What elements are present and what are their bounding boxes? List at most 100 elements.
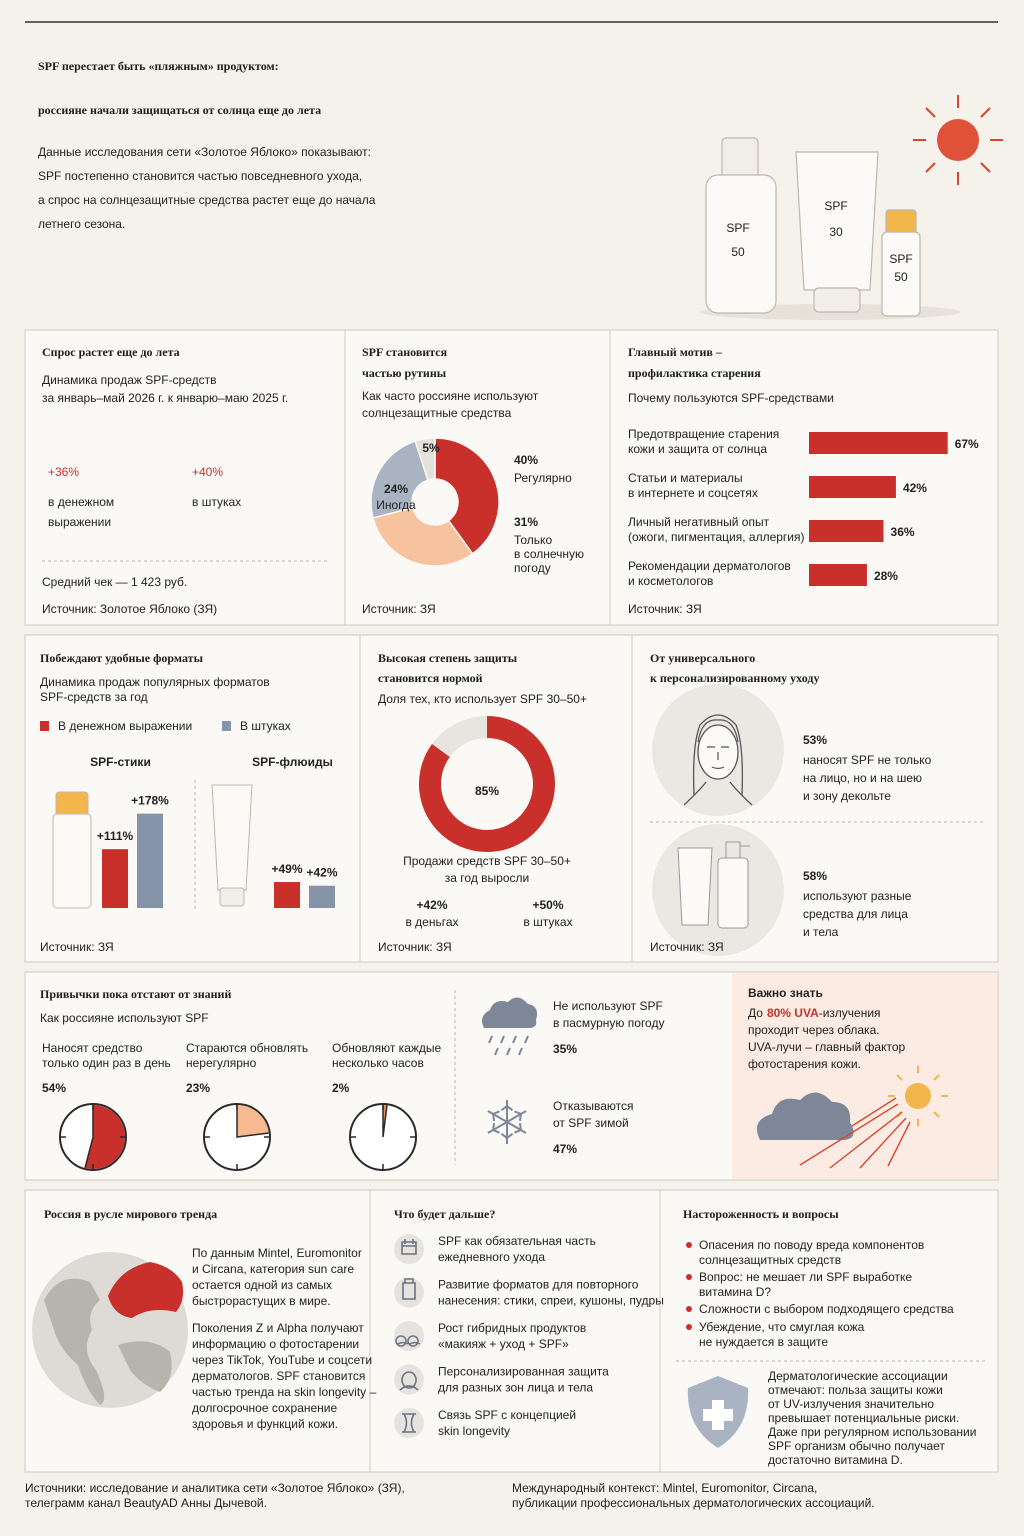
paragraph: долгосрочное сохранение — [192, 1401, 337, 1415]
product-value: 30 — [829, 225, 843, 239]
paragraph: По данным Mintel, Euromonitor — [192, 1246, 362, 1260]
bar-label: Рекомендации дерматологов — [628, 559, 791, 573]
item-text: Сложности с выбором подходящего средства — [699, 1302, 954, 1316]
stat-text: в пасмурную погоду — [553, 1016, 664, 1030]
paragraph: остается одной из самых — [192, 1278, 332, 1292]
panel-title: профилактика старения — [628, 366, 761, 380]
stat-text: от SPF зимой — [553, 1116, 629, 1130]
value-label: 85% — [475, 784, 499, 798]
russia — [108, 1262, 184, 1318]
bar — [809, 432, 948, 454]
stat-text: средства для лица — [803, 907, 908, 921]
title: SPF перестает быть «пляжным» продуктом: — [38, 59, 279, 73]
product-value: 50 — [731, 245, 745, 259]
highlight-box — [732, 973, 997, 1179]
panel-subtitle: Динамика продаж популярных форматов — [40, 675, 270, 689]
group-name: SPF-стики — [90, 755, 151, 769]
product-label: SPF — [889, 252, 912, 266]
source: Источник: ЗЯ — [628, 602, 702, 616]
panel-subtitle: Как россияне используют SPF — [40, 1011, 209, 1025]
legend-swatch — [40, 721, 49, 731]
stat-value: +36% — [48, 465, 79, 479]
paragraph: быстрорастущих в мире. — [192, 1294, 331, 1308]
panel-title: к персонализированному уходу — [650, 671, 819, 685]
item-icon — [399, 1371, 419, 1391]
box-text: фотостарения кожи. — [748, 1057, 861, 1071]
source: Источник: ЗЯ — [650, 940, 724, 954]
product-value: 50 — [894, 270, 908, 284]
pump-top — [725, 841, 750, 858]
product-label: SPF — [824, 199, 847, 213]
item-text: нанесения: стики, спреи, кушоны, пудры — [438, 1294, 664, 1308]
stat-value: 53% — [803, 733, 827, 747]
panel-title: Что будет дальше? — [394, 1207, 495, 1221]
value-label: 40% — [514, 453, 538, 467]
bullet — [686, 1274, 692, 1280]
item-text: Связь SPF с концепцией — [438, 1408, 576, 1422]
group-name: SPF-флюиды — [252, 755, 333, 769]
stick-body — [52, 813, 92, 909]
text-part: 80% UVA — [767, 1006, 819, 1020]
value-label: +178% — [131, 794, 169, 808]
footer-text: Источники: исследование и аналитика сети… — [25, 1481, 405, 1495]
value-label: +49% — [271, 862, 302, 876]
note-text: Даже при регулярном использовании — [768, 1425, 976, 1439]
panel-subtitle: Динамика продаж SPF-средств — [42, 373, 217, 387]
panel-subtitle: за январь–май 2026 г. к январю–маю 2025 … — [42, 391, 288, 405]
clock-label: Обновляют каждые — [332, 1041, 442, 1055]
panel-title: Высокая степень защиты — [378, 651, 518, 665]
clock-hands — [84, 1105, 94, 1169]
panel-title: Настороженность и вопросы — [683, 1207, 839, 1221]
item-icon-bg — [394, 1408, 424, 1438]
shield-cross — [703, 1400, 733, 1430]
stat-value: 35% — [553, 1042, 577, 1056]
donut-segment — [372, 506, 474, 567]
item-text: Опасения по поводу вреда компонентов — [699, 1238, 924, 1252]
stat-value: 58% — [803, 869, 827, 883]
bar-label: Личный негативный опыт — [628, 515, 770, 529]
paragraph: информацию о фотостарении — [192, 1337, 359, 1351]
bar — [809, 476, 896, 498]
intro-text: Данные исследования сети «Золотое Яблоко… — [38, 145, 371, 159]
item-icon — [402, 1278, 416, 1300]
stat-text: Отказываются — [553, 1099, 634, 1113]
card — [24, 329, 346, 626]
average-check: Средний чек — 1 423 руб. — [42, 575, 187, 589]
panel-subtitle: Почему пользуются SPF-средствами — [628, 391, 834, 405]
panel-title: Привычки пока отстают от знаний — [40, 987, 231, 1001]
paragraph: дерматологов. SPF становится — [192, 1369, 365, 1383]
clock-label: только один раз в день — [42, 1056, 171, 1070]
value-label: 28% — [874, 569, 898, 583]
box-text: До 80% UVA-излучения — [748, 1006, 881, 1020]
bottle — [705, 137, 777, 314]
ring-arc — [419, 716, 555, 852]
bar-label: кожи и защита от солнца — [628, 442, 767, 456]
pump-icon — [717, 857, 749, 929]
note: Продажи средств SPF 30–50+ — [403, 854, 571, 868]
stat-value: +42% — [416, 898, 447, 912]
bar — [809, 520, 884, 542]
panel-title: Спрос растет еще до лета — [42, 345, 180, 359]
clock-label: нерегулярно — [186, 1056, 257, 1070]
tube-cap — [219, 887, 245, 907]
clock-wedge — [237, 1105, 269, 1137]
item-text: SPF как обязательная часть — [438, 1234, 596, 1248]
item-text: Развитие форматов для повторного — [438, 1278, 639, 1292]
bar-label: Статьи и материалы — [628, 471, 743, 485]
paragraph: Поколения Z и Alpha получают — [192, 1321, 364, 1335]
tube — [795, 151, 879, 313]
note-text: отмечают: польза защиты кожи — [768, 1383, 943, 1397]
footer-text: Международный контекст: Mintel, Euromoni… — [512, 1481, 817, 1495]
paragraph: здоровья и функций кожи. — [192, 1417, 338, 1431]
bar-label: (ожоги, пигментация, аллергия) — [628, 530, 805, 544]
bottle-part — [705, 174, 777, 314]
segment-label: Иногда — [376, 498, 416, 512]
cloud-illustration — [756, 1092, 854, 1140]
snowflake-icon — [487, 1100, 527, 1144]
value-label: 67% — [955, 437, 979, 451]
source: Источник: ЗЯ — [362, 602, 436, 616]
title: россияне начали защищаться от солнца еще… — [38, 103, 321, 117]
panel-subtitle: SPF-средств за год — [40, 690, 148, 704]
sun-illustration — [905, 1083, 931, 1109]
